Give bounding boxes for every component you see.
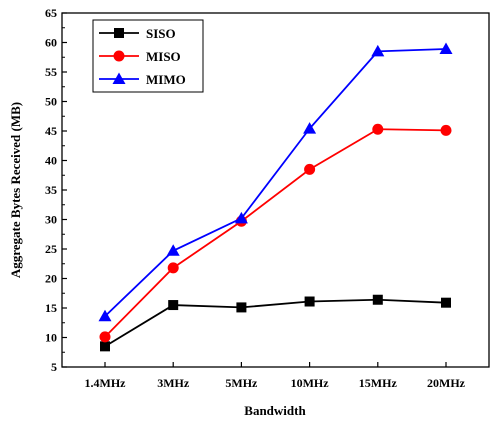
x-tick-label: 15MHz bbox=[359, 376, 398, 390]
data-point-miso bbox=[440, 124, 452, 136]
legend-label-mimo: MIMO bbox=[146, 72, 186, 87]
legend-entries: SISO MISO MIMO bbox=[99, 26, 186, 87]
data-point-mimo bbox=[234, 211, 248, 224]
legend-marker-miso bbox=[113, 50, 125, 62]
y-tick-label: 5 bbox=[51, 360, 57, 374]
data-point-mimo bbox=[166, 244, 180, 256]
data-point-siso bbox=[372, 294, 383, 305]
legend-label-miso: MISO bbox=[146, 49, 181, 64]
data-point-miso bbox=[167, 262, 179, 274]
legend-marker-siso bbox=[114, 28, 124, 38]
data-point-mimo bbox=[303, 122, 317, 134]
x-axis-title: Bandwidth bbox=[244, 403, 306, 418]
data-point-siso bbox=[168, 300, 179, 311]
x-tick-label: 3MHz bbox=[157, 376, 190, 390]
series-line-miso bbox=[104, 128, 447, 338]
legend: SISO MISO MIMO bbox=[92, 19, 204, 93]
x-tick-label: 5MHz bbox=[225, 376, 258, 390]
x-axis-ticks: 1.4MHz 3MHz 5MHz 10MHz 15MHz 20MHz bbox=[85, 362, 466, 390]
x-tick-label: 10MHz bbox=[291, 376, 330, 390]
series-line-siso bbox=[104, 298, 447, 348]
data-point-miso bbox=[99, 331, 111, 343]
data-point-siso bbox=[304, 296, 315, 307]
y-tick-label: 30 bbox=[45, 213, 57, 227]
series-siso bbox=[100, 294, 451, 352]
y-tick-label: 15 bbox=[45, 301, 57, 315]
y-axis-ticks: 5 10 15 20 25 30 35 40 45 50 55 60 65 bbox=[45, 6, 67, 374]
x-tick-label: 20MHz bbox=[427, 376, 466, 390]
series-mimo bbox=[98, 42, 453, 322]
data-point-mimo bbox=[439, 42, 453, 54]
legend-marker-mimo bbox=[112, 72, 126, 84]
legend-item-siso: SISO bbox=[99, 26, 176, 41]
data-point-siso bbox=[441, 297, 451, 308]
series-line-mimo bbox=[104, 48, 447, 317]
data-point-miso bbox=[304, 163, 316, 175]
y-tick-label: 50 bbox=[45, 95, 57, 109]
y-tick-label: 45 bbox=[45, 124, 57, 138]
legend-item-mimo: MIMO bbox=[99, 72, 186, 87]
data-point-siso bbox=[236, 302, 247, 313]
y-tick-label: 10 bbox=[45, 331, 57, 345]
y-axis-title: Aggregate Bytes Received (MB) bbox=[8, 102, 23, 278]
legend-item-miso: MISO bbox=[99, 49, 181, 64]
y-tick-label: 25 bbox=[45, 242, 57, 256]
y-tick-label: 20 bbox=[45, 272, 57, 286]
data-point-mimo bbox=[98, 309, 112, 322]
y-tick-label: 55 bbox=[45, 65, 57, 79]
y-tick-label: 65 bbox=[45, 6, 57, 20]
series-miso bbox=[99, 123, 452, 343]
data-point-siso bbox=[100, 341, 110, 352]
y-tick-label: 40 bbox=[45, 154, 57, 168]
legend-label-siso: SISO bbox=[146, 26, 176, 41]
y-tick-label: 60 bbox=[45, 36, 57, 50]
series-layer bbox=[98, 42, 453, 352]
y-tick-label: 35 bbox=[45, 183, 57, 197]
x-tick-label: 1.4MHz bbox=[85, 376, 127, 390]
data-point-mimo bbox=[371, 44, 385, 57]
data-point-miso bbox=[372, 123, 384, 135]
